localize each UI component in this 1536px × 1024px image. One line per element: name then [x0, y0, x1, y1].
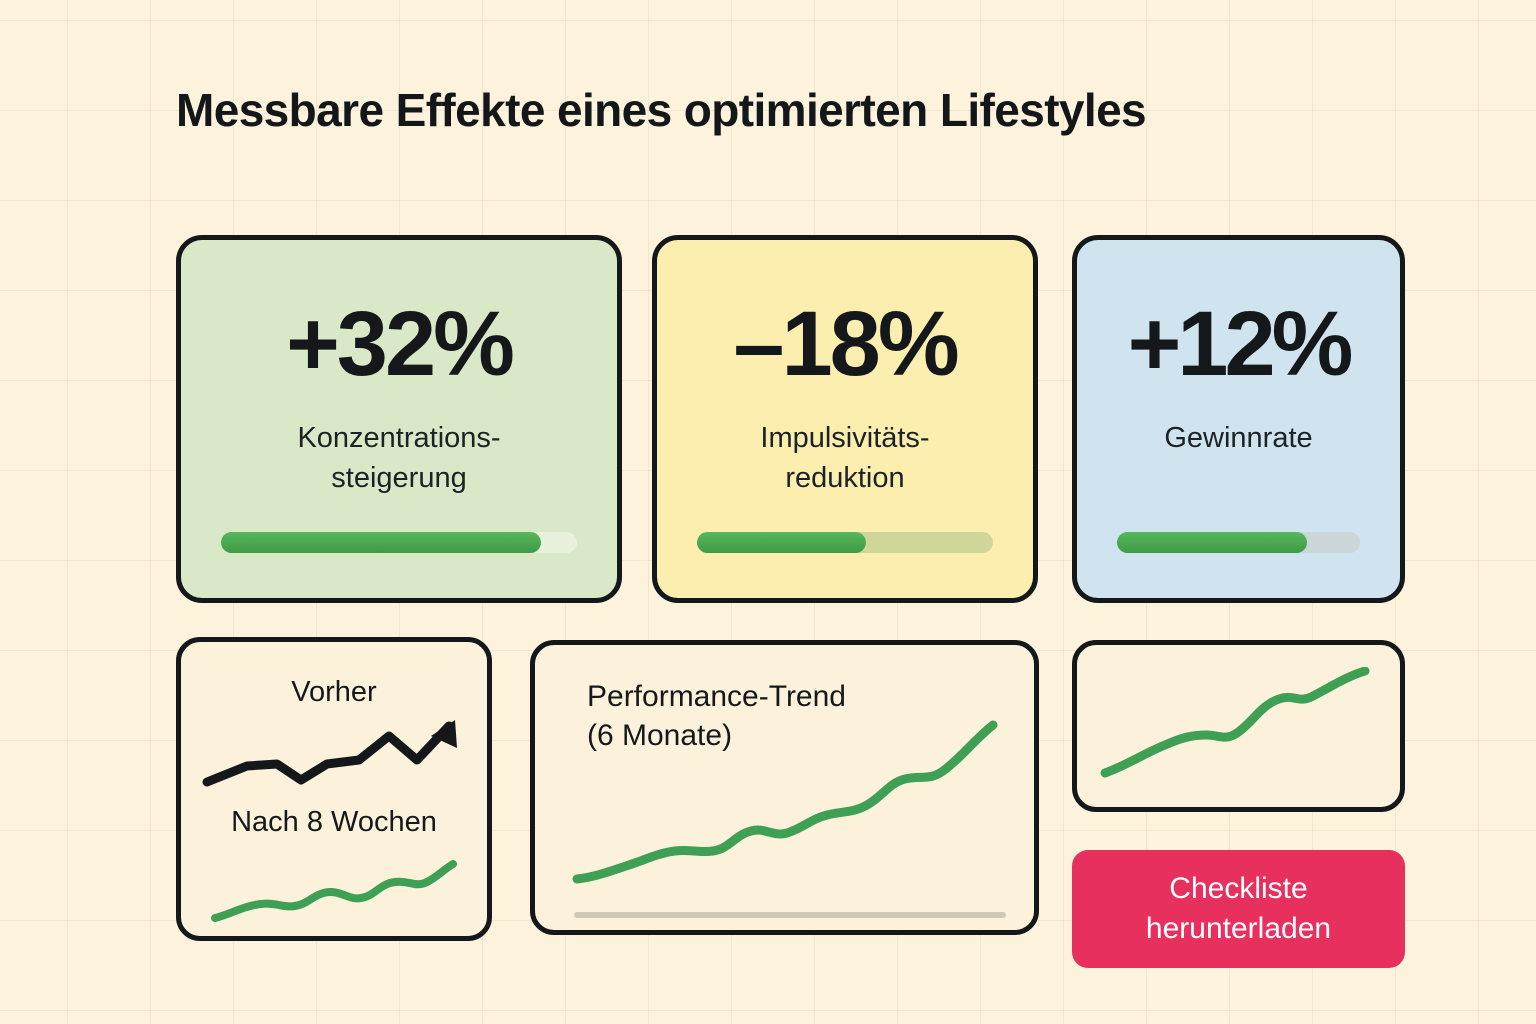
mini-trend-line-chart: [1100, 667, 1370, 778]
stat-card-gewinnrate: +12% Gewinnrate: [1072, 235, 1405, 603]
stat-value: +12%: [1127, 293, 1354, 395]
panel-performance-trend: Performance-Trend (6 Monate): [530, 640, 1039, 935]
caption-nach-8-wochen: Nach 8 Wochen: [231, 806, 437, 838]
page-title: Messbare Effekte eines optimierten Lifes…: [176, 84, 1147, 136]
stat-label: Gewinnrate: [1164, 422, 1313, 454]
before-trend-arrow-icon: [202, 720, 457, 787]
caption-vorher: Vorher: [291, 676, 377, 708]
progress-fill: [1117, 532, 1307, 553]
stat-card-impulsivitaet: –18% Impulsivitäts- reduktion: [652, 235, 1038, 603]
stat-label: Konzentrations- steigerung: [297, 422, 501, 495]
caption-performance-trend: Performance-Trend (6 Monate): [587, 680, 846, 752]
progress-fill: [221, 532, 542, 553]
stat-value: +32%: [286, 293, 515, 395]
stat-card-konzentration: +32% Konzentrations- steigerung: [176, 235, 622, 603]
progress-track: [1117, 532, 1360, 553]
panel-mini-chart: [1072, 640, 1405, 812]
progress-track: [221, 532, 577, 553]
progress-track: [697, 532, 993, 553]
panel-before-after: Vorher Nach 8 Wochen: [176, 637, 492, 941]
stat-value: –18%: [733, 293, 959, 395]
download-checklist-button[interactable]: Checkliste herunterladen: [1072, 850, 1405, 968]
stat-label: Impulsivitäts- reduktion: [760, 422, 930, 495]
after-trend-line-icon: [211, 860, 457, 922]
performance-trend-line-chart: [572, 720, 1006, 918]
progress-fill: [697, 532, 866, 553]
